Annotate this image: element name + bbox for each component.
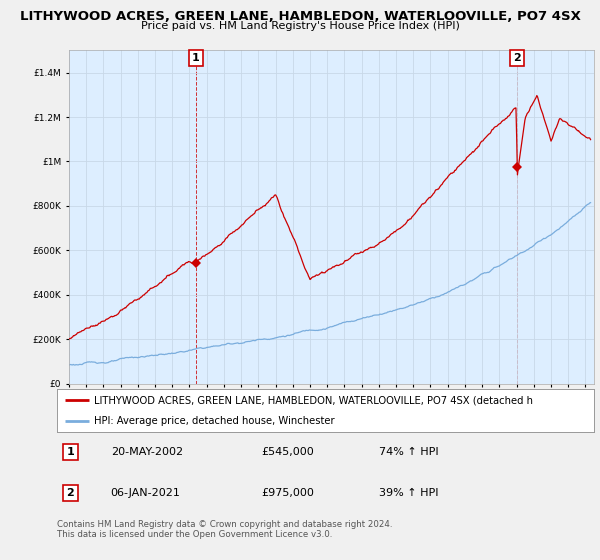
Text: 39% ↑ HPI: 39% ↑ HPI bbox=[379, 488, 439, 498]
Text: 2: 2 bbox=[513, 53, 521, 63]
Text: LITHYWOOD ACRES, GREEN LANE, HAMBLEDON, WATERLOOVILLE, PO7 4SX (detached h: LITHYWOOD ACRES, GREEN LANE, HAMBLEDON, … bbox=[94, 395, 533, 405]
Text: Price paid vs. HM Land Registry's House Price Index (HPI): Price paid vs. HM Land Registry's House … bbox=[140, 21, 460, 31]
Text: 20-MAY-2002: 20-MAY-2002 bbox=[111, 447, 183, 457]
Text: Contains HM Land Registry data © Crown copyright and database right 2024.
This d: Contains HM Land Registry data © Crown c… bbox=[57, 520, 392, 539]
Text: £545,000: £545,000 bbox=[261, 447, 314, 457]
Text: 74% ↑ HPI: 74% ↑ HPI bbox=[379, 447, 439, 457]
Text: LITHYWOOD ACRES, GREEN LANE, HAMBLEDON, WATERLOOVILLE, PO7 4SX: LITHYWOOD ACRES, GREEN LANE, HAMBLEDON, … bbox=[20, 10, 580, 22]
Text: 2: 2 bbox=[67, 488, 74, 498]
Text: 1: 1 bbox=[67, 447, 74, 457]
Text: HPI: Average price, detached house, Winchester: HPI: Average price, detached house, Winc… bbox=[94, 417, 334, 426]
Text: 1: 1 bbox=[192, 53, 200, 63]
Text: £975,000: £975,000 bbox=[261, 488, 314, 498]
Text: 06-JAN-2021: 06-JAN-2021 bbox=[111, 488, 181, 498]
